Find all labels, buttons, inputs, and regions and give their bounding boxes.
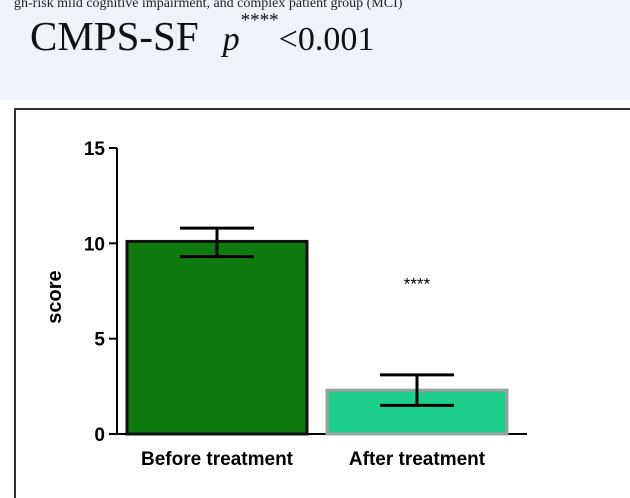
significance-annotation: **** xyxy=(404,274,431,293)
bar-chart: 0 5 10 15 score Before treatment After treatme… xyxy=(44,139,527,470)
figure-heading: CMPS-SF p****<0.001 xyxy=(30,10,375,60)
p-value-text: <0.001 xyxy=(278,21,375,58)
y-tick-label: 5 xyxy=(94,330,105,351)
y-tick-label: 15 xyxy=(84,139,106,160)
header-strip xyxy=(0,0,630,100)
y-tick-label: 0 xyxy=(94,425,105,446)
scale-title: CMPS-SF xyxy=(30,13,199,59)
x-tick-label: Before treatment xyxy=(141,449,294,470)
significance-stars: **** xyxy=(240,10,279,31)
p-symbol: p xyxy=(222,21,240,58)
y-tick-label: 10 xyxy=(84,234,105,255)
x-tick-label: After treatment xyxy=(349,449,486,470)
caption-fragment: gh-risk mild cognitive impairment, and c… xyxy=(14,0,403,10)
bar-1 xyxy=(125,239,309,436)
y-axis-label: score xyxy=(44,270,66,323)
